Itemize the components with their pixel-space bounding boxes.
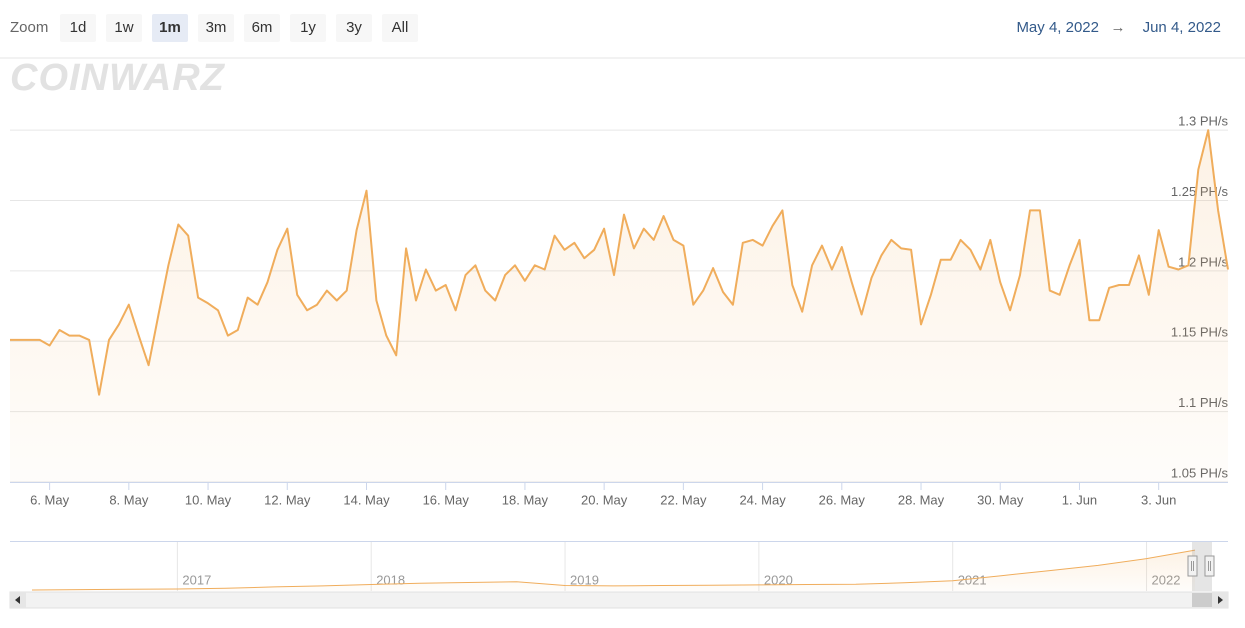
zoom-button-bg — [244, 14, 280, 42]
zoom-label: Zoom — [10, 19, 48, 36]
zoom-button-bg — [198, 14, 234, 42]
x-tick-label: 10. May — [185, 492, 232, 507]
zoom-button-bg — [152, 14, 188, 42]
scroll-left-arrow — [15, 596, 20, 604]
zoom-button[interactable]: 1w — [106, 14, 142, 42]
x-tick-label: 20. May — [581, 492, 628, 507]
zoom-button-label: 3y — [346, 19, 362, 36]
scroll-right-arrow — [1218, 596, 1223, 604]
x-tick-label: 30. May — [977, 492, 1024, 507]
zoom-button-label: 1w — [114, 19, 133, 36]
zoom-button-label: 1d — [70, 19, 87, 36]
area-fill — [10, 130, 1228, 482]
x-tick-label: 22. May — [660, 492, 707, 507]
navigator-label: 2020 — [764, 572, 793, 587]
zoom-button-label: 1y — [300, 19, 316, 36]
navigator: 201720182019202020212022 — [31, 541, 1196, 591]
x-tick-label: 24. May — [739, 492, 786, 507]
line — [31, 549, 1196, 591]
zoom-button-bg — [382, 14, 418, 42]
zoom-button-bg — [336, 14, 372, 42]
x-tick-label: 18. May — [502, 492, 549, 507]
navigator-label: 2019 — [570, 572, 599, 587]
watermark: COINWARZ — [10, 57, 226, 99]
x-tick-label: 28. May — [898, 492, 945, 507]
navigator-label: 2017 — [182, 572, 211, 587]
zoom-button[interactable]: 1d — [60, 14, 96, 42]
x-tick-label: 12. May — [264, 492, 311, 507]
zoom-button[interactable]: 1m — [152, 14, 188, 42]
zoom-button-bg — [106, 14, 142, 42]
zoom-button-label: 6m — [252, 19, 273, 36]
main-chart: 1.05 PH/s1.1 PH/s1.15 PH/s1.2 PH/s1.25 P… — [10, 114, 1229, 507]
zoom-button[interactable]: 1y — [290, 14, 326, 42]
x-tick-label: 16. May — [423, 492, 470, 507]
zoom-button[interactable]: 6m — [244, 14, 280, 42]
line — [10, 129, 1229, 396]
navigator-handle[interactable] — [1187, 555, 1198, 577]
zoom-button-label: 1m — [159, 19, 181, 36]
zoom-button[interactable]: 3y — [336, 14, 372, 42]
x-tick-label: 26. May — [819, 492, 866, 507]
area-fill — [32, 550, 1195, 591]
x-tick-label: 1. Jun — [1062, 492, 1097, 507]
navigator-handle[interactable] — [1204, 555, 1215, 577]
zoom-button-label: 3m — [206, 19, 227, 36]
range-from[interactable]: May 4, 2022 — [1016, 19, 1099, 36]
range-separator: → — [1111, 19, 1126, 36]
x-tick-label: 14. May — [343, 492, 390, 507]
navigator-selection[interactable] — [1192, 541, 1212, 591]
zoom-buttons: 1d 1w 1m 3m 6m 1y 3y All — [60, 14, 418, 42]
x-tick-label: 3. Jun — [1141, 492, 1176, 507]
zoom-button[interactable]: 3m — [198, 14, 234, 42]
y-tick-label: 1.3 PH/s — [1178, 114, 1228, 129]
zoom-button-bg — [290, 14, 326, 42]
zoom-button-bg — [60, 14, 96, 42]
scrollbar[interactable] — [9, 591, 1229, 609]
zoom-button[interactable]: All — [382, 14, 418, 42]
scrollbar-thumb[interactable] — [1192, 593, 1212, 607]
range-to[interactable]: Jun 4, 2022 — [1143, 19, 1221, 36]
zoom-button-label: All — [392, 19, 409, 36]
x-tick-label: 6. May — [30, 492, 70, 507]
x-tick-label: 8. May — [109, 492, 149, 507]
